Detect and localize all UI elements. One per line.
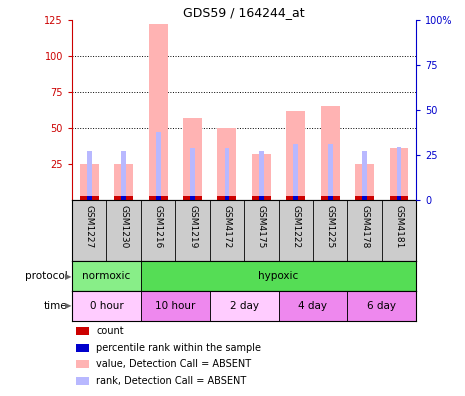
Text: GSM4175: GSM4175 — [257, 205, 266, 248]
Bar — [80, 164, 99, 200]
Bar — [183, 196, 202, 200]
Bar — [121, 151, 126, 200]
Bar — [225, 148, 229, 200]
Bar — [75, 327, 89, 335]
Bar — [87, 196, 92, 200]
Bar — [75, 360, 89, 368]
Bar — [72, 261, 141, 291]
Bar — [286, 196, 305, 200]
Bar — [72, 291, 141, 321]
Bar — [114, 164, 133, 200]
Bar — [156, 132, 160, 200]
Text: GSM4172: GSM4172 — [222, 205, 232, 248]
Bar — [252, 196, 271, 200]
Bar — [397, 147, 401, 200]
Text: hypoxic: hypoxic — [259, 271, 299, 281]
Text: 6 day: 6 day — [367, 301, 396, 311]
Bar — [390, 148, 408, 200]
Bar — [190, 148, 195, 200]
Text: 4 day: 4 day — [299, 301, 327, 311]
Bar — [328, 144, 332, 200]
Bar — [218, 128, 236, 200]
Bar — [141, 261, 416, 291]
Bar — [390, 196, 408, 200]
Text: GSM1227: GSM1227 — [85, 205, 94, 248]
Bar — [252, 154, 271, 200]
Text: GSM4181: GSM4181 — [394, 205, 404, 248]
Bar — [355, 196, 374, 200]
Bar — [259, 196, 264, 200]
Bar — [149, 24, 167, 200]
Text: 0 hour: 0 hour — [90, 301, 123, 311]
Text: 10 hour: 10 hour — [155, 301, 195, 311]
Text: 2 day: 2 day — [230, 301, 259, 311]
Bar — [321, 196, 339, 200]
Bar — [210, 291, 279, 321]
Text: time: time — [44, 301, 67, 311]
Text: GSM1219: GSM1219 — [188, 205, 197, 248]
Bar — [279, 291, 347, 321]
Text: protocol: protocol — [25, 271, 67, 281]
Text: ▶: ▶ — [65, 272, 71, 281]
Bar — [141, 291, 210, 321]
Bar — [286, 110, 305, 200]
Bar — [80, 196, 99, 200]
Bar — [156, 196, 160, 200]
Bar — [75, 377, 89, 385]
Bar — [225, 196, 229, 200]
Text: ▶: ▶ — [65, 301, 71, 310]
Text: value, Detection Call = ABSENT: value, Detection Call = ABSENT — [96, 359, 251, 369]
Bar — [218, 196, 236, 200]
Bar — [114, 196, 133, 200]
Bar — [328, 196, 332, 200]
Title: GDS59 / 164244_at: GDS59 / 164244_at — [183, 6, 305, 19]
Bar — [347, 291, 416, 321]
Bar — [121, 196, 126, 200]
Bar — [190, 196, 195, 200]
Text: GSM1222: GSM1222 — [291, 205, 300, 248]
Text: GSM1230: GSM1230 — [119, 205, 128, 248]
Bar — [293, 196, 298, 200]
Bar — [183, 118, 202, 200]
Bar — [321, 106, 339, 200]
Text: GSM1216: GSM1216 — [153, 205, 163, 248]
Bar — [75, 343, 89, 352]
Text: GSM4178: GSM4178 — [360, 205, 369, 248]
Bar — [355, 164, 374, 200]
Bar — [362, 196, 367, 200]
Bar — [149, 196, 167, 200]
Text: rank, Detection Call = ABSENT: rank, Detection Call = ABSENT — [96, 376, 246, 386]
Bar — [87, 151, 92, 200]
Text: GSM1225: GSM1225 — [326, 205, 335, 248]
Bar — [397, 196, 401, 200]
Bar — [362, 151, 367, 200]
Text: count: count — [96, 326, 124, 336]
Text: normoxic: normoxic — [82, 271, 131, 281]
Bar — [259, 151, 264, 200]
Text: percentile rank within the sample: percentile rank within the sample — [96, 343, 261, 353]
Bar — [293, 144, 298, 200]
